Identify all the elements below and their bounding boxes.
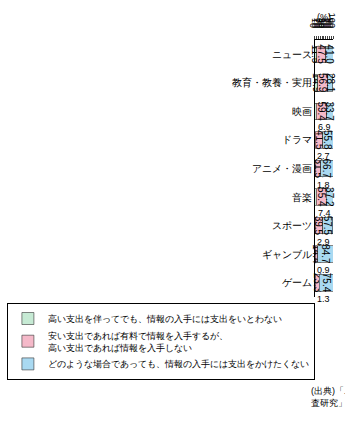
svg-text:アニメ・漫画: アニメ・漫画	[252, 163, 312, 174]
svg-text:2.7: 2.7	[317, 151, 330, 161]
svg-text:11.5: 11.5	[310, 45, 321, 64]
svg-text:ドラマ: ドラマ	[282, 134, 312, 145]
svg-text:37.2: 37.2	[324, 187, 335, 207]
svg-text:10: 10	[310, 18, 320, 28]
svg-text:60: 60	[319, 18, 329, 28]
svg-text:0: 0	[308, 23, 318, 28]
svg-text:40: 40	[316, 18, 326, 28]
svg-text:1.8: 1.8	[317, 180, 330, 190]
svg-text:56.9: 56.9	[317, 73, 328, 93]
svg-text:90: 90	[325, 18, 335, 28]
svg-text:55.8: 55.8	[322, 130, 333, 150]
svg-text:映画: 映画	[292, 106, 312, 117]
svg-text:6.9: 6.9	[318, 122, 331, 132]
svg-text:50: 50	[317, 18, 327, 28]
svg-text:ニュース: ニュース	[272, 49, 312, 60]
svg-text:41.0: 41.0	[324, 44, 335, 64]
svg-text:23.3: 23.3	[312, 273, 323, 293]
svg-text:100: 100	[327, 13, 337, 28]
svg-text:57.5: 57.5	[322, 216, 333, 236]
svg-text:音楽: 音楽	[292, 192, 312, 203]
svg-text:安い支出であれば有料で情報を入手するが、高い支出であれば情報: 安い支出であれば有料で情報を入手するが、高い支出であれば情報を入手しない	[48, 331, 228, 353]
svg-text:31.5: 31.5	[313, 159, 324, 179]
svg-text:高い支出を伴ってでも、情報の入手には支出をいとわない: 高い支出を伴ってでも、情報の入手には支出をいとわない	[48, 314, 282, 324]
svg-text:66.7: 66.7	[321, 159, 332, 179]
svg-text:(%): (%)	[317, 12, 331, 22]
svg-text:ギャンブル: ギャンブル	[262, 249, 312, 260]
svg-text:(出典)「ユビキタスネット社会における情報接触及び消費行動に: (出典)「ユビキタスネット社会における情報接触及び消費行動に関する調査研究」	[311, 386, 345, 408]
svg-text:20: 20	[312, 18, 322, 28]
svg-text:2.9: 2.9	[317, 237, 330, 247]
svg-text:41.5: 41.5	[314, 130, 325, 150]
svg-text:39.5: 39.5	[313, 216, 324, 236]
svg-text:30: 30	[314, 18, 324, 28]
svg-text:33.7: 33.7	[324, 101, 335, 121]
svg-text:1.3: 1.3	[317, 294, 330, 304]
svg-text:7.4: 7.4	[318, 208, 331, 218]
svg-text:80: 80	[323, 18, 333, 28]
svg-text:どのような場合であっても、情報の入手には支出をかけたくない: どのような場合であっても、情報の入手には支出をかけたくない	[48, 359, 309, 369]
svg-text:47.5: 47.5	[316, 44, 327, 64]
svg-text:28.1: 28.1	[325, 73, 336, 93]
svg-text:84.7: 84.7	[320, 244, 331, 264]
svg-text:0.9: 0.9	[317, 265, 330, 275]
svg-text:59.4: 59.4	[316, 101, 327, 121]
svg-text:ゲーム: ゲーム	[282, 277, 312, 288]
svg-text:70: 70	[321, 18, 331, 28]
svg-text:75.4: 75.4	[321, 273, 332, 293]
svg-text:55.4: 55.4	[316, 187, 327, 207]
svg-text:14.9: 14.9	[311, 73, 322, 93]
svg-text:教育・教養・実用: 教育・教養・実用	[232, 77, 312, 88]
svg-text:スポーツ: スポーツ	[272, 220, 312, 231]
svg-text:14.4: 14.4	[311, 244, 322, 264]
